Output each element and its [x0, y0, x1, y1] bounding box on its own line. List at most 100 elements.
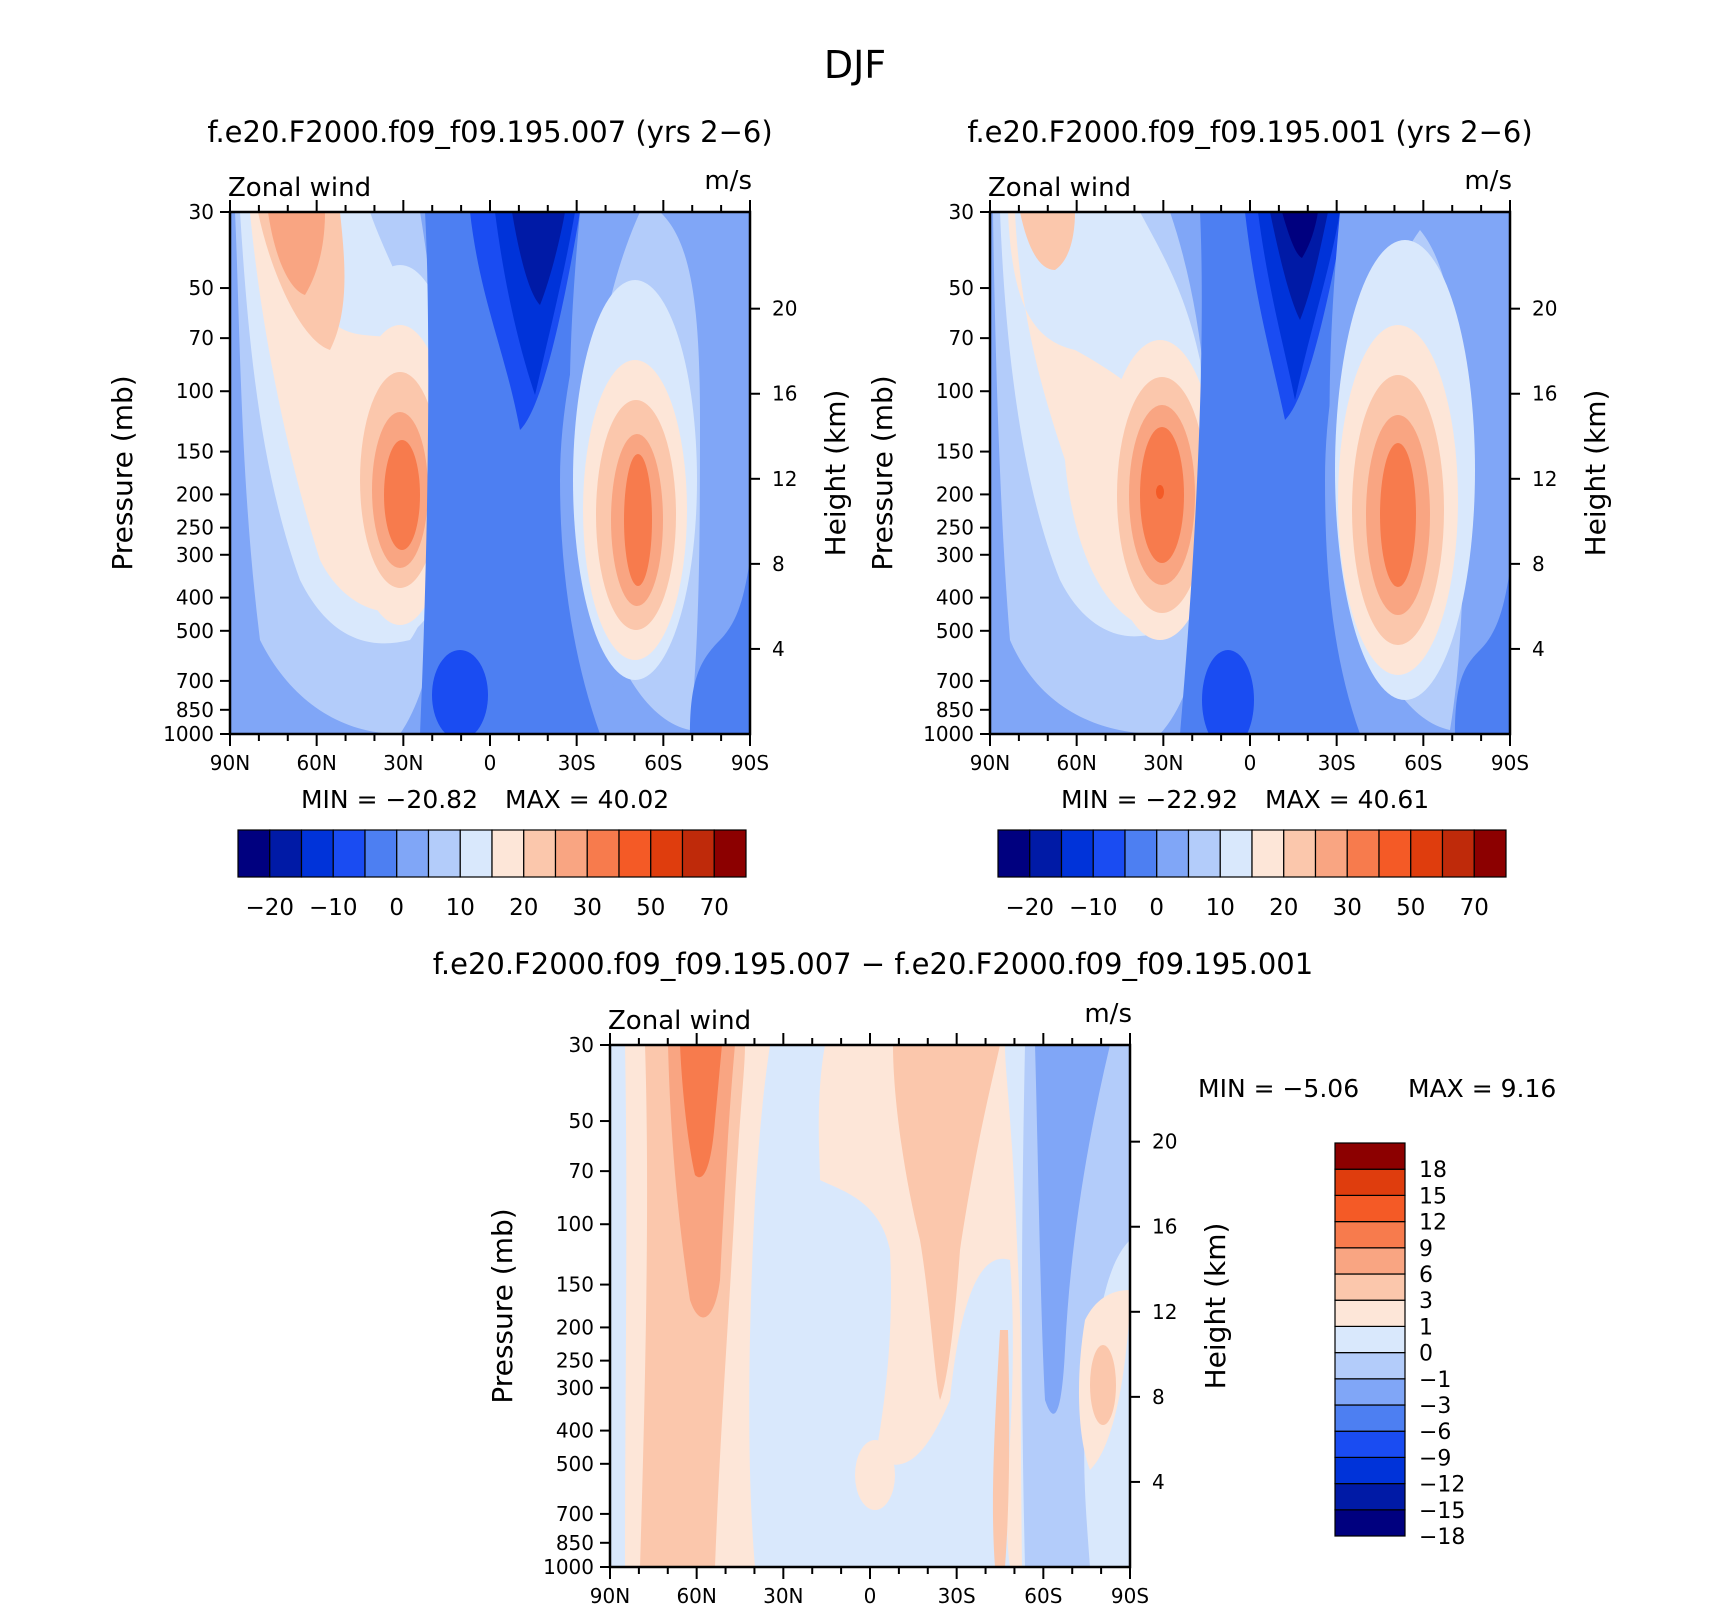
colorbar-label: 3 — [1419, 1289, 1433, 1314]
pressure-tick-label: 500 — [556, 1452, 594, 1476]
pressure-tick-label: 150 — [556, 1273, 594, 1297]
panel-3: f.e20.F2000.f09_f09.195.007 − f.e20.F200… — [433, 947, 1557, 1608]
sh-jet-core — [624, 454, 652, 586]
pressure-tick-label: 200 — [556, 1315, 594, 1339]
panel-1: f.e20.F2000.f09_f09.195.007 (yrs 2−6) Zo… — [106, 115, 852, 921]
colorbar-swatch — [1334, 1404, 1406, 1432]
latitude-tick-label: 90N — [970, 751, 1010, 775]
latitude-tick-label: 30N — [1143, 751, 1183, 775]
pressure-tick-label: 100 — [936, 379, 974, 403]
panel-2-units-label: m/s — [1464, 166, 1512, 196]
colorbar-swatch — [1334, 1456, 1406, 1485]
pressure-tick-label: 850 — [936, 698, 974, 722]
colorbar-swatch — [650, 829, 684, 878]
pressure-tick-label: 400 — [176, 586, 214, 610]
colorbar-swatch — [713, 829, 747, 878]
colorbar-label: −12 — [1419, 1473, 1465, 1498]
pressure-tick-label: 50 — [189, 276, 214, 300]
panel-2-height-label: Height (km) — [1579, 390, 1612, 557]
panel-3-pressure-label: Pressure (mb) — [486, 1208, 519, 1403]
colorbar-swatch — [618, 829, 652, 878]
pressure-tick-label: 1000 — [543, 1555, 594, 1579]
colorbar-swatch — [1029, 829, 1063, 878]
pressure-tick-label: 1000 — [923, 722, 974, 746]
latitude-tick-label: 30N — [763, 1584, 803, 1608]
latitude-tick-label: 0 — [1244, 751, 1257, 775]
colorbar-swatch — [332, 829, 366, 878]
colorbar-swatch — [491, 829, 525, 878]
latitude-tick-label: 90S — [1111, 1584, 1149, 1608]
colorbar-swatch — [1334, 1299, 1406, 1327]
colorbar-swatch — [427, 829, 461, 878]
latitude-tick-label: 30S — [558, 751, 596, 775]
colorbar-swatch — [269, 829, 303, 878]
polar-surface-easterly — [690, 560, 750, 734]
pressure-tick-label: 250 — [176, 516, 214, 540]
colorbar-swatch — [1156, 829, 1190, 878]
colorbar-swatch — [586, 829, 620, 878]
colorbar-swatch — [1334, 1482, 1406, 1511]
colorbar-swatch — [1124, 829, 1158, 878]
tropical-easterly-region — [1180, 212, 1370, 734]
panel-3-min-text: MIN = −5.06 — [1198, 1074, 1359, 1103]
latitude-tick-label: 30S — [938, 1584, 976, 1608]
pressure-tick-label: 250 — [936, 516, 974, 540]
polar-negative-3 — [1035, 1045, 1110, 1414]
colorbar-label: 30 — [573, 895, 602, 921]
latitude-tick-label: 90N — [210, 751, 250, 775]
colorbar-swatch — [396, 829, 430, 878]
panel-1-min-text: MIN = −20.82 — [301, 785, 478, 814]
colorbar-label: 0 — [389, 895, 404, 921]
figure-title: DJF — [824, 43, 886, 87]
panel-3-height-axis: 20 16 12 8 4 — [1130, 1130, 1177, 1494]
pressure-tick-label: 50 — [569, 1109, 594, 1133]
colorbar-label: −18 — [1419, 1525, 1465, 1550]
colorbar-swatch — [1334, 1325, 1406, 1354]
panel-1-colorbar: −20 −10 0 10 20 30 50 70 — [237, 829, 747, 921]
panel-2-latitude-axis: 90N 60N 30N 0 30S 60S 90S — [970, 734, 1529, 775]
colorbar-swatch — [1441, 829, 1475, 878]
pressure-tick-label: 70 — [189, 326, 214, 350]
colorbar-swatch — [1334, 1351, 1406, 1380]
latitude-tick-label: 60N — [1056, 751, 1096, 775]
pressure-tick-label: 700 — [176, 669, 214, 693]
colorbar-swatch — [300, 829, 334, 878]
colorbar-swatch — [1346, 829, 1380, 878]
colorbar-label: 30 — [1333, 895, 1362, 921]
pressure-tick-label: 300 — [176, 543, 214, 567]
panel-1-top-ticks — [229, 200, 751, 212]
panel-2-height-axis: 20 16 12 8 4 — [1510, 297, 1557, 661]
panel-2-pressure-label: Pressure (mb) — [866, 375, 899, 570]
nh-strat-westerly — [1020, 212, 1075, 270]
pressure-tick-label: 250 — [556, 1349, 594, 1373]
panel-3-latitude-axis: 90N 60N 30N 0 30S 60S 90S — [590, 1567, 1149, 1608]
colorbar-label: 0 — [1149, 895, 1164, 921]
colorbar-swatch — [554, 829, 588, 878]
nh-positive-core — [680, 1045, 722, 1178]
colorbar-label: 6 — [1419, 1263, 1433, 1288]
low-level-easterly — [432, 650, 488, 734]
panel-1-max-text: MAX = 40.02 — [505, 785, 669, 814]
sh-jet-core — [1380, 443, 1416, 587]
panel-1-contour-field — [230, 212, 750, 734]
pressure-tick-label: 150 — [176, 440, 214, 464]
colorbar-swatch — [1334, 1220, 1406, 1249]
panel-3-variable-label: Zonal wind — [608, 1006, 751, 1036]
height-tick-label: 8 — [1532, 552, 1545, 576]
pressure-tick-label: 100 — [176, 379, 214, 403]
panel-3-title: f.e20.F2000.f09_f09.195.007 − f.e20.F200… — [433, 947, 1313, 981]
latitude-tick-label: 30S — [1318, 751, 1356, 775]
colorbar-label: −10 — [309, 895, 358, 921]
colorbar-label: 70 — [700, 895, 729, 921]
panel-2-top-ticks — [989, 200, 1511, 212]
colorbar-label: 0 — [1419, 1342, 1433, 1367]
height-tick-label: 12 — [1532, 467, 1557, 491]
height-tick-label: 4 — [772, 637, 785, 661]
panel-1-variable-label: Zonal wind — [228, 173, 371, 203]
colorbar-label: −10 — [1069, 895, 1118, 921]
colorbar-label: 18 — [1419, 1158, 1447, 1183]
colorbar-swatch — [1251, 829, 1285, 878]
